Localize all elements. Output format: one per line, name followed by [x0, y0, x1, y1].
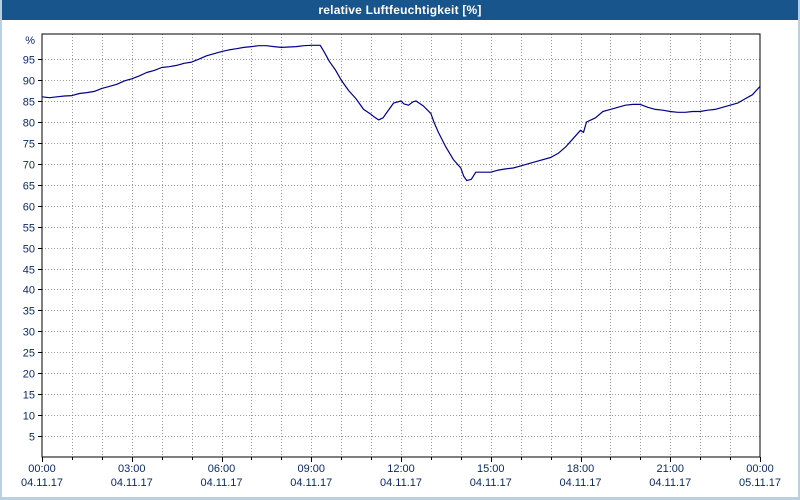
chart-title: relative Luftfeuchtigkeit [%] — [2, 0, 798, 20]
y-tick-label: 85 — [23, 97, 35, 109]
x-tick-date-label: 04.11.17 — [111, 477, 153, 489]
y-tick-label: 75 — [23, 139, 35, 151]
y-tick-label: 30 — [23, 327, 35, 339]
y-tick-label: 40 — [23, 285, 35, 297]
chart-plot-area: 5 10 15 20 25 30 35 40 45 50 55 60 65 70 75 80 85 90 95% 00… — [2, 20, 798, 497]
y-tick-label: 65 — [23, 181, 35, 193]
y-tick-label: 35 — [23, 306, 35, 318]
y-tick-label: 95 — [23, 55, 35, 67]
y-tick-label: 25 — [23, 348, 35, 360]
y-tick-label: 45 — [23, 265, 35, 277]
x-tick-time-label: 00:00 — [746, 463, 774, 475]
y-axis-unit-label: % — [25, 35, 35, 47]
axes — [38, 33, 761, 462]
y-tick-label: 10 — [23, 411, 35, 423]
x-tick-time-label: 21:00 — [656, 463, 684, 475]
x-tick-date-label: 04.11.17 — [290, 477, 332, 489]
x-tick-time-label: 06:00 — [208, 463, 236, 475]
x-tick-date-label: 04.11.17 — [200, 477, 242, 489]
y-tick-label: 50 — [23, 244, 35, 256]
y-tick-label: 15 — [23, 390, 35, 402]
x-tick-date-label: 04.11.17 — [559, 477, 601, 489]
y-tick-label: 70 — [23, 160, 35, 172]
gridlines — [42, 34, 760, 457]
y-tick-label: 80 — [23, 118, 35, 130]
x-tick-time-label: 00:00 — [28, 463, 56, 475]
x-tick-time-label: 12:00 — [387, 463, 415, 475]
y-tick-label: 5 — [29, 432, 35, 444]
x-tick-date-label: 04.11.17 — [649, 477, 691, 489]
y-tick-label: 55 — [23, 223, 35, 235]
y-tick-label: 20 — [23, 369, 35, 381]
series — [41, 44, 761, 182]
x-tick-time-label: 18:00 — [567, 463, 595, 475]
x-tick-date-label: 05.11.17 — [739, 477, 781, 489]
humidity-line-chart: 5 10 15 20 25 30 35 40 45 50 55 60 65 70 75 80 85 90 95% 00… — [21, 33, 781, 489]
x-tick-date-label: 04.11.17 — [21, 477, 63, 489]
axis-labels: 5 10 15 20 25 30 35 40 45 50 55 60 65 70 75 80 85 90 95% 00… — [21, 35, 781, 489]
humidity-series-line — [41, 44, 761, 182]
x-tick-time-label: 15:00 — [477, 463, 505, 475]
x-tick-time-label: 03:00 — [118, 463, 146, 475]
plot-frame — [41, 33, 761, 458]
y-tick-label: 90 — [23, 76, 35, 88]
x-tick-time-label: 09:00 — [297, 463, 325, 475]
x-tick-date-label: 04.11.17 — [470, 477, 512, 489]
y-tick-label: 60 — [23, 202, 35, 214]
x-tick-date-label: 04.11.17 — [380, 477, 422, 489]
